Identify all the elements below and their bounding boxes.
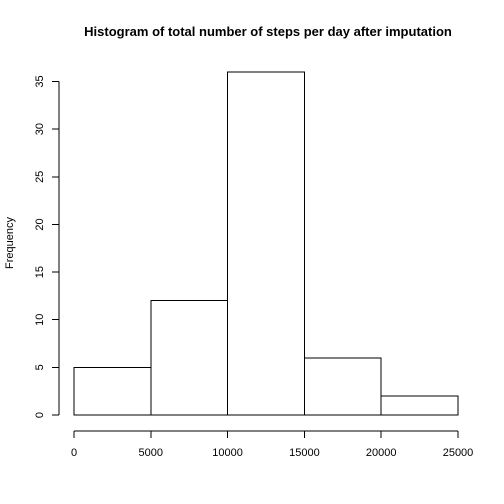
y-axis: 0 5 10 15 20 25 30 35	[34, 75, 60, 418]
histogram-bar-5	[380, 395, 459, 416]
x-tick-label-5: 25000	[443, 447, 474, 459]
y-tick-label-2: 10	[34, 314, 46, 326]
chart-title: Histogram of total number of steps per d…	[84, 24, 452, 39]
histogram-bar-2	[150, 300, 229, 416]
x-axis: 0 5000 10000 15000 20000 25000	[71, 430, 474, 459]
y-tick-label-7: 35	[34, 75, 46, 87]
y-tick-label-5: 25	[34, 171, 46, 183]
bars-group	[73, 71, 459, 416]
y-axis-label: Frequency	[4, 217, 16, 269]
x-tick-label-2: 10000	[212, 447, 243, 459]
y-tick-label-3: 15	[34, 266, 46, 278]
histogram-bar-3	[227, 71, 305, 416]
x-tick-label-1: 5000	[139, 447, 163, 459]
y-tick-label-0: 0	[34, 412, 46, 418]
y-tick-label-1: 5	[34, 364, 46, 370]
y-tick-label-6: 30	[34, 123, 46, 135]
x-tick-label-0: 0	[71, 447, 77, 459]
histogram-bar-4	[303, 357, 382, 416]
histogram-bar-1	[73, 366, 152, 416]
x-tick-label-3: 15000	[289, 447, 320, 459]
y-tick-label-4: 20	[34, 218, 46, 230]
x-tick-label-4: 20000	[366, 447, 397, 459]
